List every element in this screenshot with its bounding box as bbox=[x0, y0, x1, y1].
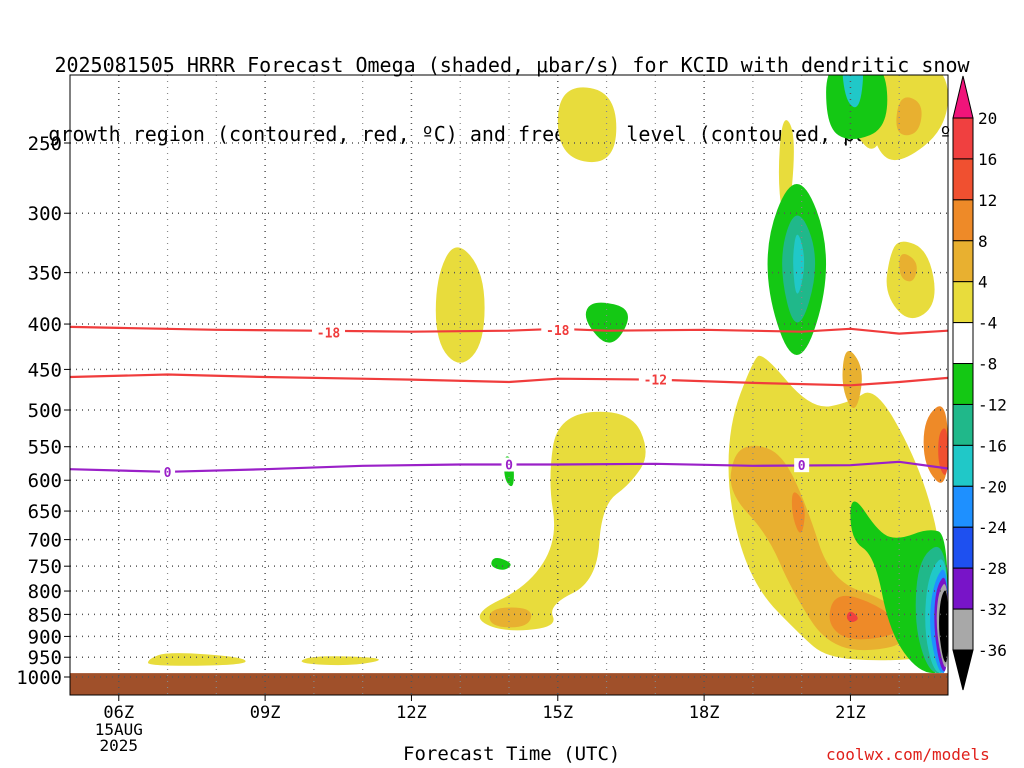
x-date-label: 15AUG bbox=[95, 720, 143, 739]
contour-0 bbox=[70, 460, 948, 473]
plot-frame bbox=[69, 74, 949, 696]
omega-region-right-orange bbox=[730, 445, 906, 651]
contour-label-0: 0 bbox=[798, 459, 806, 474]
colorbar-label: 16 bbox=[978, 150, 997, 169]
y-tick-label-350: 350 bbox=[28, 263, 62, 285]
temperature-contours: -18 -18 -12 0 0 0 bbox=[70, 322, 948, 481]
contour-label-0: 0 bbox=[164, 466, 172, 481]
contour-label--12: -12 bbox=[644, 374, 667, 389]
contour-label-bg bbox=[794, 458, 810, 473]
y-tick-label-650: 650 bbox=[28, 501, 62, 523]
colorbar-band bbox=[952, 608, 974, 651]
colorbar-label: 8 bbox=[978, 232, 988, 251]
colorbar-label: -28 bbox=[978, 559, 1007, 578]
omega-region-850-red bbox=[829, 595, 900, 640]
y-tick-label-700: 700 bbox=[28, 530, 62, 552]
colorbar-top-arrow bbox=[952, 75, 974, 119]
omega-region-850-core bbox=[489, 607, 532, 628]
y-tick-label-300: 300 bbox=[28, 203, 62, 225]
x-tick-label-06Z: 06Z bbox=[103, 703, 134, 723]
contour-label-0: 0 bbox=[505, 459, 513, 474]
omega-region-right-deep bbox=[791, 492, 805, 533]
contour-label-bg bbox=[312, 325, 346, 340]
y-tick-label-850: 850 bbox=[28, 604, 62, 626]
chart-title: 2025081505 HRRR Forecast Omega (shaded, … bbox=[0, 8, 1024, 169]
colorbar-band bbox=[952, 363, 974, 405]
y-tick-label-600: 600 bbox=[28, 470, 62, 492]
colorbar-band bbox=[952, 281, 974, 324]
contour-label-bg bbox=[638, 372, 672, 387]
x-tick-label-12Z: 12Z bbox=[396, 703, 427, 723]
omega-region-420-core bbox=[842, 351, 862, 409]
colorbar-label: -36 bbox=[978, 641, 1007, 660]
colorbar-band bbox=[952, 158, 974, 201]
omega-region-340-core bbox=[899, 254, 917, 282]
y-tick-label-900: 900 bbox=[28, 626, 62, 648]
contour--12 bbox=[70, 373, 948, 387]
colorbar-band bbox=[952, 526, 974, 569]
colorbar-label: -12 bbox=[978, 395, 1007, 414]
y-tick-label-500: 500 bbox=[28, 400, 62, 422]
omega-region-350 bbox=[435, 247, 485, 363]
grid-lines bbox=[70, 75, 948, 695]
colorbar-bottom-arrow bbox=[952, 649, 974, 691]
colorbar-band bbox=[952, 485, 974, 528]
y-tick-label-450: 450 bbox=[28, 359, 62, 381]
colorbar-label: 12 bbox=[978, 191, 997, 210]
pressure-axis: 2503003504004505005506006507007508008509… bbox=[16, 133, 70, 689]
omega-region-low-left bbox=[148, 653, 246, 666]
credit-link[interactable]: coolwx.com/models bbox=[826, 745, 990, 764]
contour-label-bg bbox=[501, 457, 517, 472]
colorbar-label: -20 bbox=[978, 477, 1007, 496]
colorbar-label: 20 bbox=[978, 109, 997, 128]
colorbar-label: -8 bbox=[978, 355, 997, 374]
omega-shading bbox=[70, 75, 948, 695]
x-axis-title: Forecast Time (UTC) bbox=[403, 743, 621, 765]
colorbar-label: -24 bbox=[978, 518, 1007, 537]
omega-region-low-mid bbox=[301, 656, 379, 666]
omega-region-cyan-top bbox=[842, 75, 863, 108]
colorbar: 20 16 12 8 4 -4 -8 -12 -16 -20 -24 -28 -32 -36 bbox=[952, 75, 1007, 691]
omega-region-black-core bbox=[939, 590, 948, 663]
y-tick-label-800: 800 bbox=[28, 581, 62, 603]
omega-region-green-top bbox=[826, 75, 888, 140]
omega-region-850-max bbox=[846, 611, 858, 623]
y-tick-label-400: 400 bbox=[28, 314, 62, 336]
omega-region-250 bbox=[557, 87, 617, 163]
omega-region-green-350 bbox=[585, 302, 628, 343]
x-tick-label-18Z: 18Z bbox=[689, 703, 720, 723]
colorbar-label: -32 bbox=[978, 600, 1007, 619]
title-line-1: 2025081505 HRRR Forecast Omega (shaded, … bbox=[54, 53, 970, 77]
omega-region-top-right-core bbox=[896, 97, 922, 136]
omega-region-edge-red-core bbox=[938, 428, 948, 475]
y-tick-label-250: 250 bbox=[28, 133, 62, 155]
omega-region-green-740 bbox=[491, 558, 511, 570]
colorbar-band bbox=[952, 567, 974, 610]
y-tick-label-1000: 1000 bbox=[16, 667, 62, 689]
ground-fill bbox=[70, 673, 948, 695]
colorbar-label: -4 bbox=[978, 314, 997, 333]
colorbar-label: 4 bbox=[978, 273, 988, 292]
y-tick-label-950: 950 bbox=[28, 647, 62, 669]
colorbar-band bbox=[952, 444, 974, 487]
omega-region-midlevel bbox=[479, 411, 646, 631]
colorbar-band bbox=[952, 240, 974, 283]
colorbar-band bbox=[952, 199, 974, 242]
x-year-label: 2025 bbox=[100, 736, 139, 755]
colorbar-label: -16 bbox=[978, 436, 1007, 455]
colorbar-band bbox=[952, 117, 974, 160]
x-tick-label-21Z: 21Z bbox=[835, 703, 866, 723]
x-tick-label-09Z: 09Z bbox=[250, 703, 281, 723]
y-tick-label-750: 750 bbox=[28, 556, 62, 578]
y-tick-label-550: 550 bbox=[28, 437, 62, 459]
contour-label--18: -18 bbox=[317, 327, 341, 342]
colorbar-band bbox=[952, 322, 974, 365]
contour-label-bg bbox=[541, 322, 575, 337]
contour-label--18: -18 bbox=[546, 324, 570, 339]
x-tick-label-15Z: 15Z bbox=[542, 703, 573, 723]
contour-label-bg bbox=[160, 464, 176, 479]
colorbar-band bbox=[952, 403, 974, 446]
